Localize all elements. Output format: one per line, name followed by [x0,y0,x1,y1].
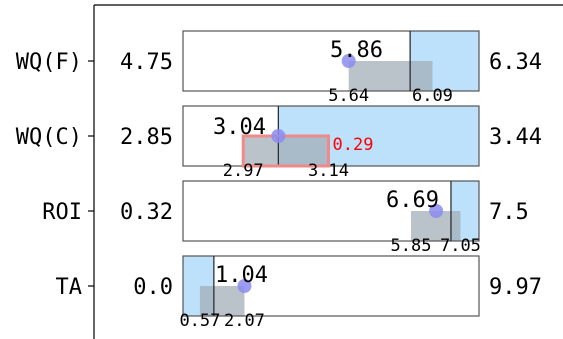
y-tick-label: WQ(F) [16,50,82,75]
interval-high-label: 2.07 [224,311,265,331]
row-ta: TA 0.0 9.97 1.04 0.57 2.07 [56,255,542,331]
interval-low-label: 0.57 [179,311,220,331]
interval-low-label: 5.64 [328,86,369,106]
row-wq-c-: WQ(C) 2.85 3.44 0.29 3.04 2.97 3.14 [16,105,542,181]
point-label: 3.04 [213,115,266,140]
row-frame [182,30,480,92]
y-tick-label: ROI [42,200,82,225]
point-marker [429,204,444,218]
min-label: 0.32 [120,200,173,225]
row-wq-f-: WQ(F) 4.75 6.34 5.86 5.64 6.09 [16,30,542,106]
rows-group: WQ(F) 4.75 6.34 5.86 5.64 6.09 WQ(C) 2.85 3.44 0.… [16,30,542,331]
point-label: 6.69 [386,188,439,213]
min-label: 0.0 [133,275,173,300]
point-marker [271,129,286,143]
interval-low-label: 2.97 [223,161,264,181]
interval-box [199,286,245,316]
point-label: 1.04 [215,263,268,288]
highlight-label: 0.29 [332,135,373,155]
interval-box [348,61,433,91]
row-frame [182,255,480,317]
max-label: 9.97 [489,275,542,300]
max-label: 7.5 [489,200,529,225]
row-roi: ROI 0.32 7.5 6.69 5.85 7.05 [42,180,529,256]
point-marker [237,279,252,293]
min-label: 2.85 [120,125,173,150]
interval-high-label: 6.09 [412,86,453,106]
y-tick-label: WQ(C) [16,125,82,150]
y-tick-label: TA [56,275,83,300]
max-label: 3.44 [489,125,542,150]
max-label: 6.34 [489,50,542,75]
row-frame [182,180,480,242]
point-label: 5.86 [330,38,383,63]
interval-box [243,136,329,166]
point-marker [341,54,356,68]
min-label: 4.75 [120,50,173,75]
interval-high-label: 3.14 [308,161,349,181]
interval-high-label: 7.05 [440,236,481,256]
interval-low-label: 5.85 [391,236,432,256]
highlight-outline [241,134,330,168]
row-frame [182,105,480,167]
